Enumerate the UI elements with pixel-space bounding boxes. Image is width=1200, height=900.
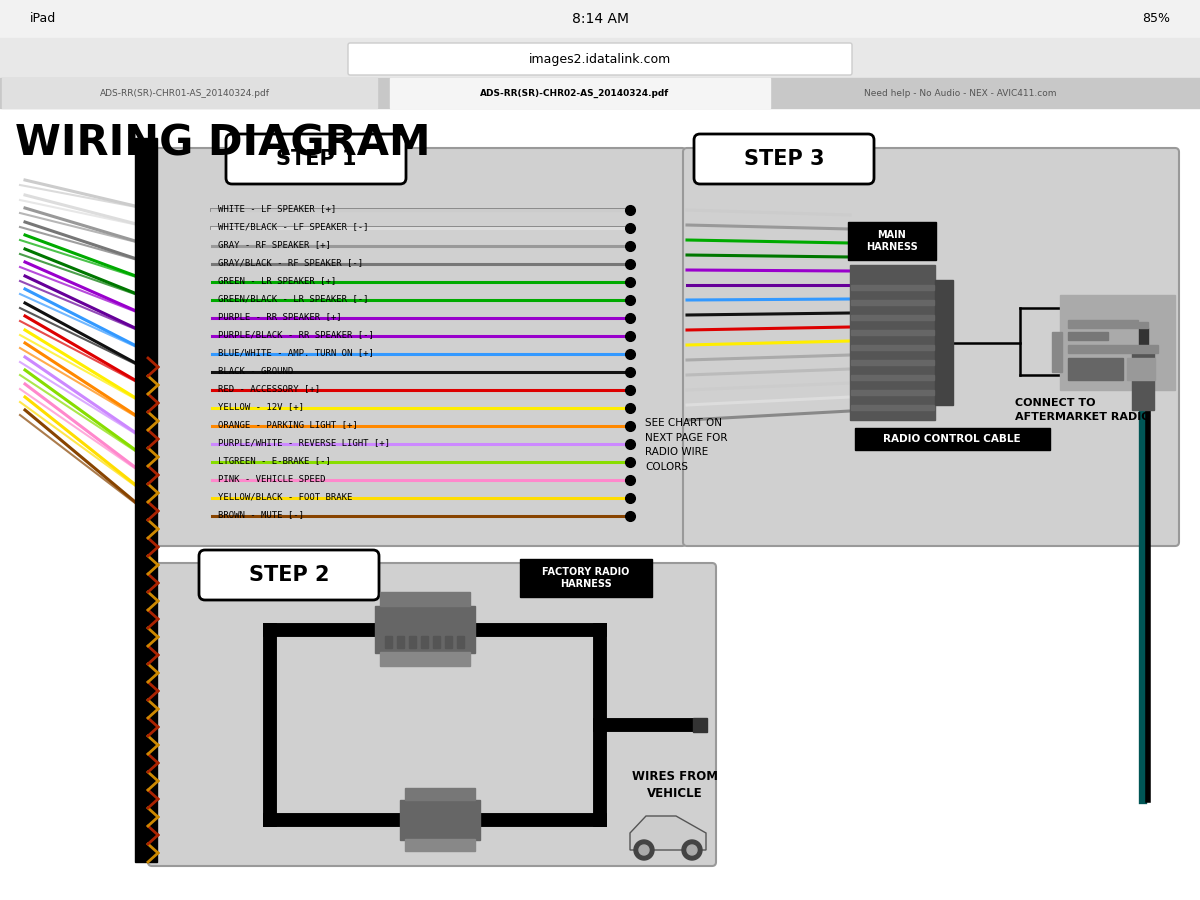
FancyBboxPatch shape [148,563,716,866]
Bar [851,315,934,320]
Bar [380,592,470,606]
Circle shape [640,845,649,855]
Bar [409,636,416,648]
Text: ADS-RR(SR)-CHR02-AS_20140324.pdf: ADS-RR(SR)-CHR02-AS_20140324.pdf [480,88,670,97]
Text: STEP 3: STEP 3 [744,149,824,169]
Bar [374,606,475,653]
Bar [851,360,934,365]
Text: RADIO CONTROL CABLE: RADIO CONTROL CABLE [883,434,1021,444]
Bar [457,636,464,648]
Bar [520,559,652,597]
Bar [1068,358,1123,380]
Text: YELLOW - 12V [+]: YELLOW - 12V [+] [218,402,304,411]
Bar [1127,358,1154,380]
Text: ORANGE - PARKING LIGHT [+]: ORANGE - PARKING LIGHT [+] [218,420,358,429]
Text: 8:14 AM: 8:14 AM [571,12,629,26]
Bar [400,800,480,840]
Text: iPad: iPad [30,13,56,25]
Bar [421,636,428,648]
Bar [0,78,1200,108]
Bar [851,285,934,290]
Bar [1052,332,1062,372]
Bar [406,839,475,851]
Bar [851,300,934,305]
Bar [851,390,934,395]
Bar [1068,345,1158,353]
Bar [433,636,440,648]
Text: Need help - No Audio - NEX - AVIC411.com: Need help - No Audio - NEX - AVIC411.com [864,88,1056,97]
FancyBboxPatch shape [226,134,406,184]
FancyBboxPatch shape [148,148,686,546]
Bar [2,78,377,108]
Bar [848,222,936,260]
Bar [1060,295,1175,390]
FancyBboxPatch shape [199,550,379,600]
Text: STEP 1: STEP 1 [276,149,356,169]
FancyBboxPatch shape [683,148,1178,546]
Bar [851,330,934,335]
FancyBboxPatch shape [694,134,874,184]
Text: SEE CHART ON
NEXT PAGE FOR
RADIO WIRE
COLORS: SEE CHART ON NEXT PAGE FOR RADIO WIRE CO… [646,418,727,472]
Text: 85%: 85% [1142,13,1170,25]
Text: BLACK - GROUND: BLACK - GROUND [218,366,293,375]
Text: GRAY - RF SPEAKER [+]: GRAY - RF SPEAKER [+] [218,240,331,249]
Bar [851,375,934,380]
Bar [854,428,1050,450]
Text: BLUE/WHITE - AMP. TURN ON [+]: BLUE/WHITE - AMP. TURN ON [+] [218,348,374,357]
Text: YELLOW/BLACK - FOOT BRAKE: YELLOW/BLACK - FOOT BRAKE [218,492,353,501]
Text: PURPLE - RR SPEAKER [+]: PURPLE - RR SPEAKER [+] [218,312,342,321]
Text: PURPLE/BLACK - RR SPEAKER [-]: PURPLE/BLACK - RR SPEAKER [-] [218,330,374,339]
Text: RED - ACCESSORY [+]: RED - ACCESSORY [+] [218,384,320,393]
Bar [390,78,770,108]
Text: STEP 2: STEP 2 [248,565,329,585]
Bar [851,405,934,410]
Bar [1068,332,1108,340]
Text: FACTORY RADIO
HARNESS: FACTORY RADIO HARNESS [542,567,630,590]
Bar [1139,328,1148,350]
Text: BROWN - MUTE [-]: BROWN - MUTE [-] [218,510,304,519]
Bar [385,636,392,648]
Bar [850,265,935,420]
Text: WIRING DIAGRAM: WIRING DIAGRAM [14,122,431,164]
Polygon shape [630,816,706,850]
Text: GREEN/BLACK - LR SPEAKER [-]: GREEN/BLACK - LR SPEAKER [-] [218,294,368,303]
Circle shape [682,840,702,860]
Circle shape [686,845,697,855]
Text: WHITE/BLACK - LF SPEAKER [-]: WHITE/BLACK - LF SPEAKER [-] [218,222,368,231]
Text: PINK - VEHICLE SPEED: PINK - VEHICLE SPEED [218,474,325,483]
Bar [935,280,953,405]
Text: GRAY/BLACK - RF SPEAKER [-]: GRAY/BLACK - RF SPEAKER [-] [218,258,364,267]
Text: LTGREEN - E-BRAKE [-]: LTGREEN - E-BRAKE [-] [218,456,331,465]
Bar [851,345,934,350]
Text: WHITE - LF SPEAKER [+]: WHITE - LF SPEAKER [+] [218,204,336,213]
Text: WIRES FROM
VEHICLE: WIRES FROM VEHICLE [632,770,718,800]
Text: CONNECT TO
AFTERMARKET RADIO: CONNECT TO AFTERMARKET RADIO [1015,399,1151,421]
Text: MAIN
HARNESS: MAIN HARNESS [866,230,918,252]
Bar [1068,320,1138,328]
Bar [445,636,452,648]
Bar [694,718,707,732]
Bar [397,636,404,648]
Bar [0,38,1200,78]
Bar [380,652,470,666]
Bar [1132,350,1154,410]
Text: GREEN - LR SPEAKER [+]: GREEN - LR SPEAKER [+] [218,276,336,285]
Bar [134,138,157,862]
Bar [0,0,1200,38]
Bar [1139,322,1148,328]
Bar [406,788,475,800]
Circle shape [634,840,654,860]
Text: PURPLE/WHITE - REVERSE LIGHT [+]: PURPLE/WHITE - REVERSE LIGHT [+] [218,438,390,447]
Text: images2.idatalink.com: images2.idatalink.com [529,52,671,66]
FancyBboxPatch shape [348,43,852,75]
Text: ADS-RR(SR)-CHR01-AS_20140324.pdf: ADS-RR(SR)-CHR01-AS_20140324.pdf [100,88,270,97]
